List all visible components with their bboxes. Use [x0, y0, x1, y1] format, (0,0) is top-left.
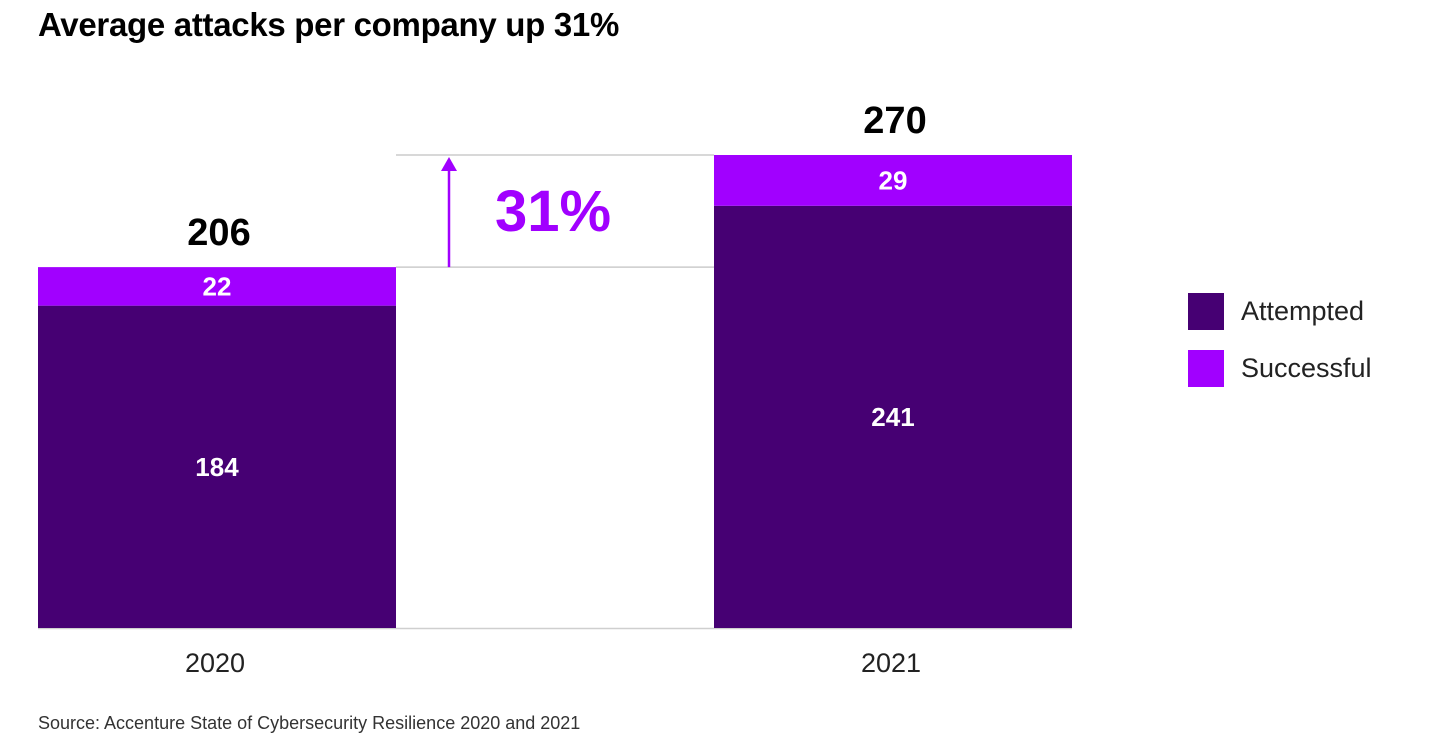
chart-title: Average attacks per company up 31%: [38, 6, 619, 43]
legend-item-successful: Successful: [1188, 350, 1372, 387]
bar-attempted-2020: [38, 305, 396, 628]
total-label-2020: 206: [187, 212, 250, 254]
increase-arrow-head-icon: [441, 157, 457, 171]
source-note: Source: Accenture State of Cybersecurity…: [38, 713, 581, 733]
legend-label-attempted: Attempted: [1241, 296, 1365, 326]
legend-swatch-successful: [1188, 350, 1224, 387]
legend: Attempted Successful: [1188, 293, 1372, 407]
data-label-successful-2020: 22: [203, 271, 232, 301]
legend-item-attempted: Attempted: [1188, 293, 1372, 330]
legend-label-successful: Successful: [1241, 353, 1372, 383]
x-tick-label-2020: 2020: [185, 648, 245, 678]
data-label-attempted-2020: 184: [195, 452, 239, 482]
bar-successful-2021: [714, 155, 1072, 206]
bar-attempted-2021: [714, 205, 1072, 628]
bar-successful-2020: [38, 267, 396, 306]
data-label-attempted-2021: 241: [871, 402, 914, 432]
legend-swatch-attempted: [1188, 293, 1224, 330]
total-label-2021: 270: [863, 100, 926, 142]
x-tick-label-2021: 2021: [861, 648, 921, 678]
data-label-successful-2021: 29: [879, 165, 908, 195]
increase-annotation-label: 31%: [495, 179, 611, 244]
